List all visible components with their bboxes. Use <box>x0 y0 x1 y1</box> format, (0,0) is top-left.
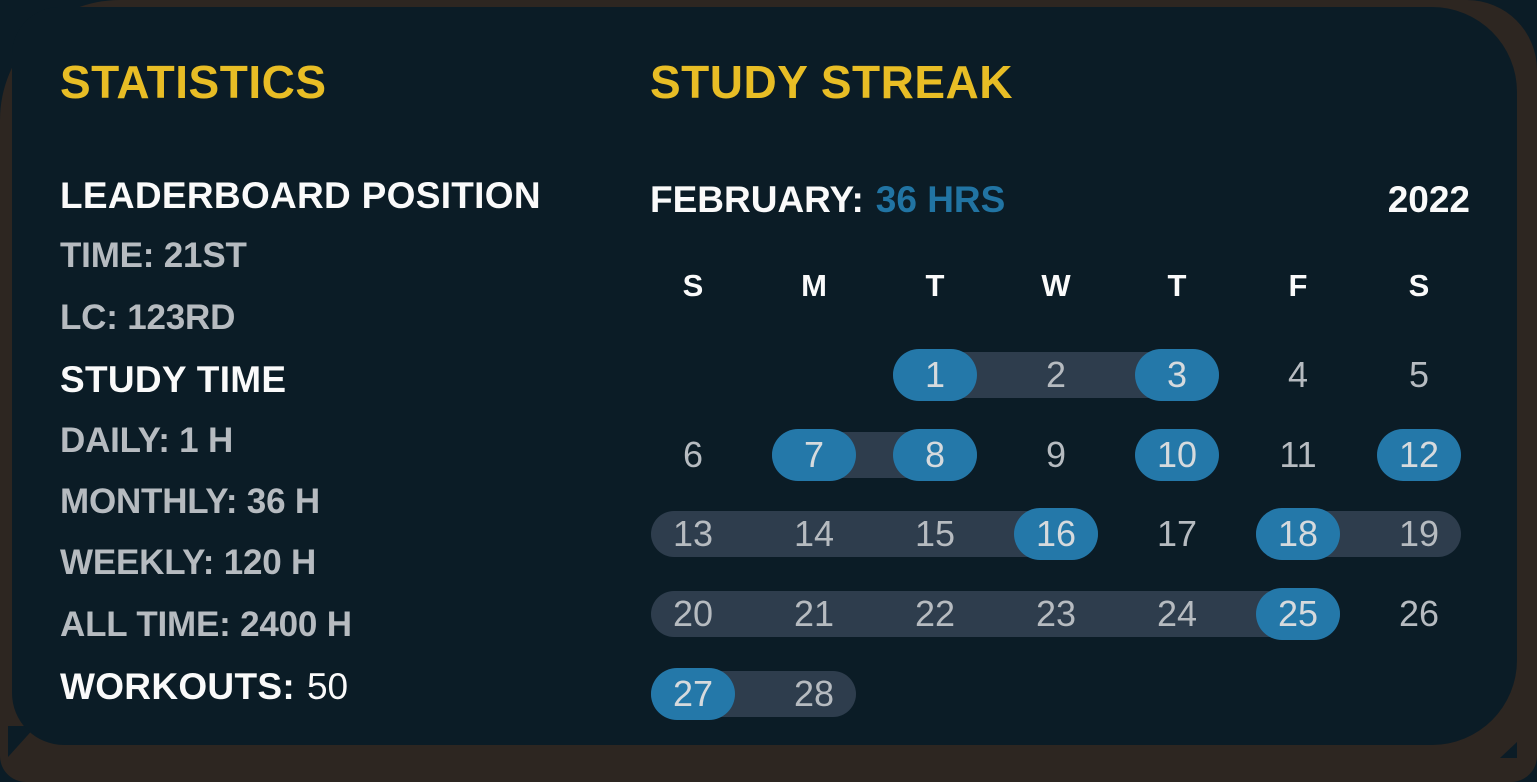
stat-line: TIME: 21ST <box>60 236 247 276</box>
calendar-day: 2 <box>1045 354 1067 395</box>
month-summary: FEBRUARY: 36 HRS <box>650 179 1005 221</box>
day-of-week-header: M <box>801 268 827 303</box>
day-of-week-header: T <box>1167 268 1187 303</box>
calendar-day-highlighted: 27 <box>651 668 735 720</box>
calendar-day: 15 <box>914 513 956 554</box>
calendar-day: 20 <box>672 593 714 634</box>
calendar-day: 28 <box>793 673 835 714</box>
stat-line: ALL TIME: 2400 H <box>60 604 352 644</box>
calendar-day-highlighted: 8 <box>893 429 977 481</box>
statistics-list: LEADERBOARD POSITION TIME: 21ST LC: 123RD S… <box>60 175 541 728</box>
stat-section-heading: LEADERBOARD POSITION <box>60 175 541 216</box>
calendar-day: 11 <box>1279 434 1317 475</box>
statistics-title: STATISTICS <box>60 56 327 108</box>
calendar-day: 6 <box>682 434 704 475</box>
calendar-day: 14 <box>793 513 835 554</box>
day-of-week-header: S <box>1408 268 1430 303</box>
day-of-week-header: W <box>1041 268 1071 303</box>
stat-line: WEEKLY: 120 H <box>60 543 317 583</box>
month-total-hours: 36 HRS <box>875 179 1006 220</box>
calendar-day: 9 <box>1045 434 1067 475</box>
calendar-day-highlighted: 25 <box>1256 588 1340 640</box>
calendar-day: 22 <box>914 593 956 634</box>
workouts-label: WORKOUTS: <box>60 666 295 708</box>
calendar-day: 21 <box>793 593 835 634</box>
calendar-day-highlighted: 16 <box>1014 508 1098 560</box>
calendar-day-highlighted: 1 <box>893 349 977 401</box>
calendar-day: 5 <box>1408 354 1430 395</box>
day-of-week-header: F <box>1288 268 1308 303</box>
streak-calendar: S M T W T F S 1 2 3 4 5 6 7 8 9 10 11 12 13 14 15 16 17 18 19 20 21… <box>12 7 1517 745</box>
calendar-day: 26 <box>1398 593 1440 634</box>
calendar-day-highlighted: 10 <box>1135 429 1219 481</box>
calendar-day-highlighted: 18 <box>1256 508 1340 560</box>
streak-range-band <box>651 591 1340 637</box>
stat-line: LC: 123RD <box>60 297 236 337</box>
calendar-day-highlighted: 7 <box>772 429 856 481</box>
calendar-day: 13 <box>672 513 714 554</box>
year-label: 2022 <box>1387 179 1470 220</box>
day-of-week-header: T <box>925 268 945 303</box>
day-of-week-header: S <box>682 268 704 303</box>
calendar-day: 24 <box>1156 593 1198 634</box>
stat-row-workouts: WORKOUTS: 50 <box>60 666 541 727</box>
month-label: FEBRUARY: <box>650 179 864 220</box>
stat-section-heading: STUDY TIME <box>60 359 287 401</box>
study-streak-title: STUDY STREAK <box>650 56 1013 108</box>
stat-line: MONTHLY: 36 H <box>60 481 320 521</box>
calendar-day: 4 <box>1287 354 1309 395</box>
stat-line: DAILY: 1 H <box>60 420 234 460</box>
calendar-day: 17 <box>1156 513 1198 554</box>
stats-panel-card: STATISTICS STUDY STREAK LEADERBOARD POSI… <box>12 7 1517 745</box>
calendar-day-highlighted: 3 <box>1135 349 1219 401</box>
calendar-day: 19 <box>1398 513 1440 554</box>
workouts-value: 50 <box>306 666 349 708</box>
calendar-day: 23 <box>1035 593 1077 634</box>
calendar-day-highlighted: 12 <box>1377 429 1461 481</box>
